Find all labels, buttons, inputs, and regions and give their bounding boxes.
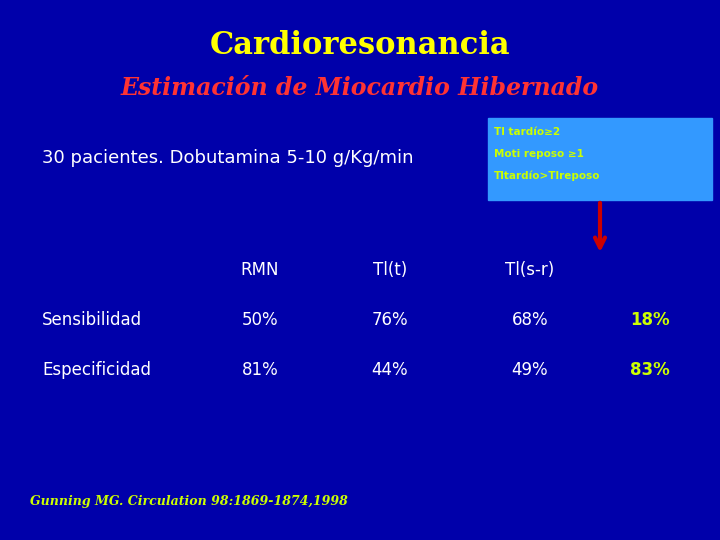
Text: 50%: 50%	[242, 311, 279, 329]
Bar	[488, 118, 712, 200]
Text: RMN: RMN	[240, 261, 279, 279]
Text: Moti reposo ≥1: Moti reposo ≥1	[494, 149, 584, 159]
Text: 81%: 81%	[242, 361, 279, 379]
Text: 44%: 44%	[372, 361, 408, 379]
Text: 49%: 49%	[512, 361, 549, 379]
Text: 68%: 68%	[512, 311, 549, 329]
Text: Estimación de Miocardio Hibernado: Estimación de Miocardio Hibernado	[121, 76, 599, 100]
Text: Tl tardío≥2: Tl tardío≥2	[494, 127, 560, 137]
Text: Tl(s-r): Tl(s-r)	[505, 261, 554, 279]
Text: Especificidad: Especificidad	[42, 361, 151, 379]
Text: 18%: 18%	[630, 311, 670, 329]
Text: Gunning MG. Circulation 98:1869-1874,1998: Gunning MG. Circulation 98:1869-1874,199…	[30, 496, 348, 509]
Text: 83%: 83%	[630, 361, 670, 379]
Text: 30 pacientes. Dobutamina 5-10 g/Kg/min: 30 pacientes. Dobutamina 5-10 g/Kg/min	[42, 149, 413, 167]
Text: 76%: 76%	[372, 311, 408, 329]
Text: Tltardío>Tlreposo: Tltardío>Tlreposo	[494, 171, 600, 181]
Text: Sensibilidad: Sensibilidad	[42, 311, 142, 329]
Text: Cardioresonancia: Cardioresonancia	[210, 30, 510, 60]
Text: Tl(t): Tl(t)	[373, 261, 407, 279]
